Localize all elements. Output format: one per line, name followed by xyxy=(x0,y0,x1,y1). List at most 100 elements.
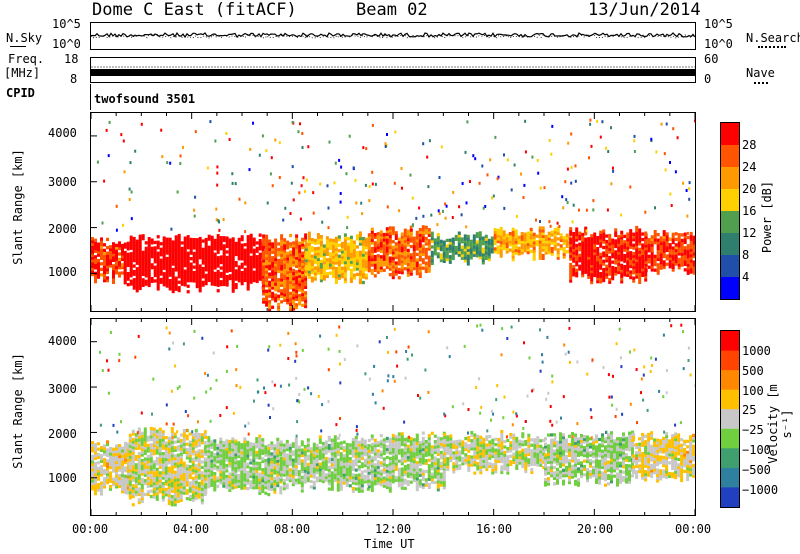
velocity-cell xyxy=(382,468,386,472)
power-cell xyxy=(623,270,627,274)
power-cell xyxy=(523,238,527,242)
power-cell xyxy=(535,234,539,238)
power-cell xyxy=(632,254,636,258)
power-cell xyxy=(274,274,278,278)
power-cell xyxy=(596,255,600,259)
power-cell xyxy=(268,253,272,257)
power-cell xyxy=(355,253,359,257)
power-cell xyxy=(255,257,259,262)
power-cell xyxy=(201,247,205,251)
power-cell xyxy=(298,252,302,256)
power-cell xyxy=(364,243,368,247)
power-cell xyxy=(343,252,347,256)
power-cell xyxy=(325,272,329,276)
velocity-cell xyxy=(210,462,214,466)
velocity-cell xyxy=(137,487,141,491)
power-cell xyxy=(262,250,266,255)
power-cell xyxy=(252,270,256,274)
power-cell xyxy=(186,240,190,244)
velocity-cell xyxy=(207,444,211,448)
power-cell xyxy=(106,268,109,272)
velocity-cell xyxy=(179,485,183,489)
power-cell xyxy=(183,244,187,248)
velocity-cell xyxy=(267,444,271,448)
power-cell xyxy=(123,253,127,257)
power-cell xyxy=(304,189,306,193)
power-cell xyxy=(382,235,386,239)
power-cell xyxy=(629,245,633,249)
power-cell xyxy=(103,265,106,269)
power-cell xyxy=(635,250,639,254)
power-cell xyxy=(262,237,266,241)
power-cell xyxy=(641,259,645,264)
power-cell xyxy=(632,251,636,256)
power-cell xyxy=(590,234,594,238)
power-cell xyxy=(246,270,250,275)
power-cell xyxy=(307,256,311,260)
power-cell xyxy=(547,251,551,255)
power-cell xyxy=(292,304,296,308)
power-cell xyxy=(386,205,389,209)
velocity-cell xyxy=(210,483,214,487)
power-cell xyxy=(391,264,395,269)
power-cell xyxy=(343,280,347,284)
power-cell xyxy=(535,242,539,247)
power-cell xyxy=(174,262,178,267)
power-cell xyxy=(638,250,642,254)
power-cell xyxy=(585,208,588,212)
power-cell xyxy=(304,285,308,289)
power-cell xyxy=(195,257,199,261)
velocity-cell xyxy=(155,486,159,490)
power-cell xyxy=(343,241,347,245)
velocity-cell xyxy=(258,445,262,449)
power-cell xyxy=(391,245,395,249)
velocity-cell xyxy=(333,435,337,439)
power-cell xyxy=(584,251,588,255)
power-cell xyxy=(138,248,142,252)
velocity-cell xyxy=(106,475,109,479)
velocity-cell xyxy=(264,464,268,468)
velocity-cell xyxy=(222,460,226,464)
power-cell xyxy=(587,250,591,255)
power-cell xyxy=(100,267,103,271)
power-cell xyxy=(138,262,142,266)
power-cell xyxy=(367,258,371,262)
power-cell xyxy=(683,268,687,272)
velocity-cell xyxy=(394,437,398,442)
power-cell xyxy=(614,258,618,262)
velocity-cell xyxy=(134,487,138,491)
velocity-cell xyxy=(324,475,328,480)
power-cell xyxy=(195,268,199,272)
power-cell xyxy=(180,282,184,286)
velocity-cell xyxy=(279,475,283,479)
power-cell xyxy=(620,236,624,240)
power-cell xyxy=(180,263,184,267)
power-cell xyxy=(662,265,666,270)
power-cell xyxy=(280,264,284,268)
power-cell xyxy=(189,240,193,244)
velocity-cell xyxy=(231,456,235,460)
power-cell xyxy=(301,276,305,280)
velocity-cell xyxy=(134,493,138,497)
power-cell xyxy=(620,239,624,243)
velocity-cell xyxy=(127,467,130,471)
power-cell xyxy=(448,260,452,264)
velocity-cell xyxy=(255,439,259,443)
velocity-cell xyxy=(137,462,141,467)
power-cell xyxy=(683,260,687,264)
velocity-cell xyxy=(321,460,325,465)
power-cell xyxy=(295,245,299,249)
power-cell xyxy=(126,244,130,248)
power-cell xyxy=(228,138,231,141)
velocity-cell xyxy=(179,496,183,500)
power-cell xyxy=(271,245,275,249)
velocity-cell xyxy=(191,498,195,502)
velocity-cell xyxy=(297,461,301,466)
power-cell xyxy=(575,274,579,278)
power-cell xyxy=(176,190,179,194)
velocity-cell xyxy=(324,478,328,482)
power-cell xyxy=(478,239,482,243)
power-cell xyxy=(162,280,166,284)
power-cell xyxy=(572,270,576,274)
power-cell xyxy=(641,232,645,236)
